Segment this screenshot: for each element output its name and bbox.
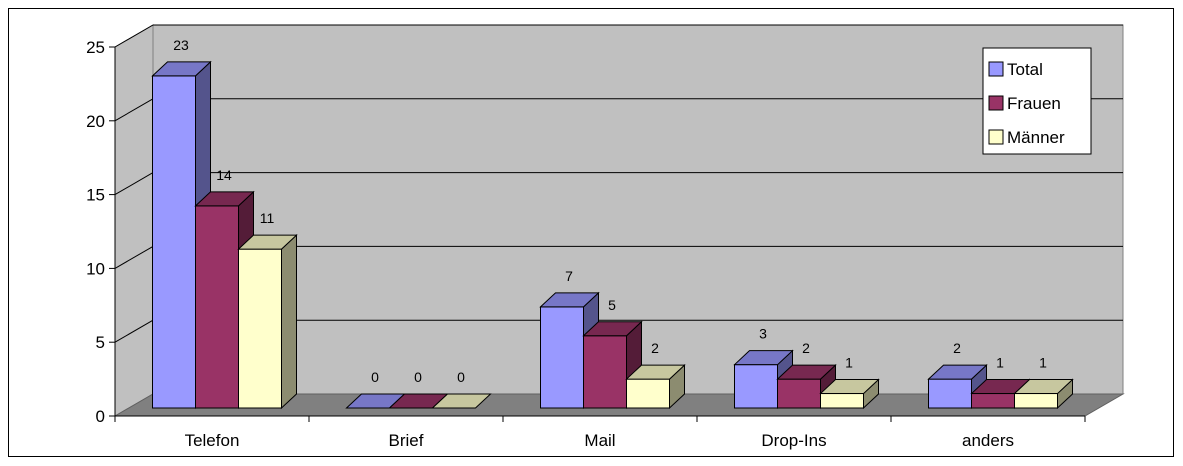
legend-swatch bbox=[988, 129, 1004, 145]
y-tick-label: 25 bbox=[86, 38, 105, 57]
bar-Drop-Ins-Männer bbox=[819, 378, 880, 410]
bar-top bbox=[927, 364, 988, 380]
bar-front bbox=[583, 335, 627, 409]
x-tick-label: Drop-Ins bbox=[761, 431, 826, 450]
legend-swatch bbox=[988, 61, 1004, 77]
bar-top bbox=[625, 364, 686, 380]
bar-front bbox=[540, 306, 584, 409]
gridline-side bbox=[114, 24, 154, 48]
gridlines bbox=[114, 24, 1123, 343]
y-tick-label: 10 bbox=[86, 259, 105, 278]
data-label: 2 bbox=[953, 340, 961, 356]
x-tick-label: Telefon bbox=[185, 431, 240, 450]
bar-top bbox=[582, 321, 643, 337]
bar-front bbox=[195, 205, 239, 409]
y-tick-label: 20 bbox=[86, 112, 105, 131]
bar-top bbox=[733, 350, 794, 366]
bar-front bbox=[777, 378, 821, 409]
gridline-side bbox=[114, 98, 154, 122]
bar-top bbox=[194, 191, 255, 207]
bar-top bbox=[151, 61, 212, 77]
data-label: 5 bbox=[608, 297, 616, 313]
bar-front bbox=[152, 75, 196, 409]
data-label: 7 bbox=[565, 268, 573, 284]
bars bbox=[151, 60, 1074, 410]
x-tick-label: anders bbox=[962, 431, 1014, 450]
legend-label: Total bbox=[1007, 60, 1043, 79]
bar-front bbox=[626, 378, 670, 409]
y-tick-label: 0 bbox=[96, 407, 105, 426]
bar-Drop-Ins-Frauen bbox=[776, 363, 837, 410]
bar-Mail-Männer bbox=[625, 363, 686, 410]
data-label: 1 bbox=[845, 355, 853, 371]
data-label: 23 bbox=[173, 37, 189, 53]
y-tick-label: 5 bbox=[96, 333, 105, 352]
x-tick-label: Mail bbox=[584, 431, 615, 450]
bar-front bbox=[238, 248, 282, 409]
data-label: 1 bbox=[1039, 355, 1047, 371]
legend-label: Männer bbox=[1007, 128, 1065, 147]
data-label: 2 bbox=[802, 340, 810, 356]
bar-top bbox=[431, 393, 492, 409]
data-label: 0 bbox=[457, 369, 465, 385]
gridline-side bbox=[114, 319, 154, 343]
gridline-side bbox=[114, 172, 154, 196]
side-wall bbox=[114, 24, 154, 417]
data-label: 14 bbox=[216, 167, 232, 183]
data-label: 1 bbox=[996, 355, 1004, 371]
bar-side bbox=[281, 234, 297, 410]
y-tick-label: 15 bbox=[86, 186, 105, 205]
bar-Telefon-Männer bbox=[237, 234, 298, 410]
data-label: 0 bbox=[414, 369, 422, 385]
data-label: 0 bbox=[371, 369, 379, 385]
bar-front bbox=[820, 393, 864, 409]
legend-swatch bbox=[988, 95, 1004, 111]
bar-anders-Männer bbox=[1013, 378, 1074, 410]
bar-front bbox=[928, 378, 972, 409]
bar-front bbox=[971, 393, 1015, 409]
bar-top bbox=[819, 379, 880, 395]
data-label: 3 bbox=[759, 326, 767, 342]
bar-front bbox=[734, 364, 778, 409]
data-label: 11 bbox=[260, 210, 275, 226]
legend: Total Frauen Männer bbox=[982, 47, 1092, 155]
bar-top bbox=[1013, 379, 1074, 395]
gridline-side bbox=[114, 245, 154, 269]
bar-top bbox=[539, 292, 600, 308]
bar-front bbox=[1014, 393, 1058, 409]
legend-label: Frauen bbox=[1007, 94, 1061, 113]
bar-Brief-Männer bbox=[431, 393, 492, 409]
x-tick-label: Brief bbox=[389, 431, 424, 450]
bar-top bbox=[237, 234, 298, 250]
bar-top bbox=[776, 364, 837, 380]
data-label: 2 bbox=[651, 340, 659, 356]
